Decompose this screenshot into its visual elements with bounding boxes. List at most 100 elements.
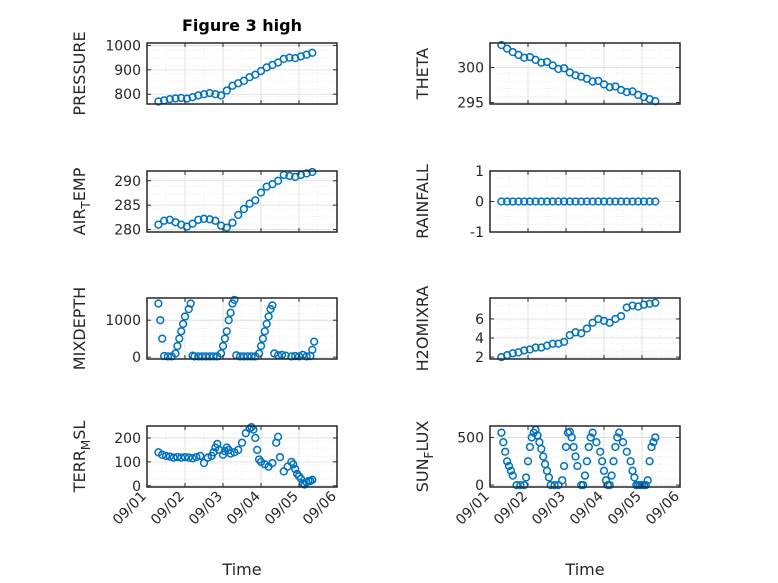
data-point	[501, 447, 510, 456]
data-point	[554, 197, 563, 206]
data-point	[611, 197, 620, 206]
data-point	[171, 94, 180, 103]
data-point	[196, 451, 205, 461]
data-point	[180, 312, 190, 321]
data-point	[154, 220, 163, 229]
data-point	[308, 475, 317, 484]
y-tick-label: 0	[132, 479, 141, 495]
data-point	[180, 452, 190, 462]
data-point	[571, 71, 580, 80]
data-point	[264, 312, 273, 321]
data-point	[605, 480, 614, 490]
data-point	[251, 196, 260, 205]
x-tick-label: 09/03	[529, 489, 569, 529]
data-point	[616, 197, 626, 206]
axes-frame	[489, 297, 681, 360]
data-point	[230, 295, 239, 304]
data-point	[239, 352, 249, 361]
data-point	[235, 352, 245, 361]
y-tick-label: 280	[114, 223, 141, 239]
data-point	[613, 433, 622, 442]
y-tick-label: 0	[132, 350, 141, 366]
data-point	[577, 329, 586, 338]
data-point	[203, 453, 212, 462]
data-point	[567, 433, 576, 442]
data-point	[194, 91, 203, 100]
x-tick-label: 09/05	[262, 489, 302, 529]
data-point	[582, 324, 592, 333]
data-point	[247, 352, 256, 361]
figure-title: Figure 3 high	[182, 16, 302, 35]
data-point	[592, 438, 601, 447]
subplot-5: 0 1000 MIXDEPTH	[70, 287, 338, 370]
data-point	[525, 197, 535, 206]
y-tick-label: 4	[475, 331, 484, 347]
data-point	[588, 318, 597, 327]
data-point	[550, 480, 559, 490]
data-point	[260, 327, 269, 336]
data-point	[287, 352, 296, 361]
data-point	[216, 91, 226, 100]
data-point	[651, 298, 660, 307]
y-axis-label: AIRTEMP	[70, 167, 93, 235]
subplot-2: 295 300 THETA	[413, 40, 681, 112]
data-point	[588, 197, 597, 206]
data-point	[622, 447, 631, 456]
data-point	[611, 442, 620, 452]
y-tick-label: 100	[114, 455, 141, 471]
y-tick-label: 900	[114, 63, 141, 79]
data-point	[253, 445, 262, 455]
data-point	[308, 167, 317, 177]
axes-frame	[489, 425, 681, 488]
data-point	[171, 349, 180, 358]
data-point	[622, 87, 631, 97]
x-tick-label: 09/01	[453, 489, 493, 529]
data-point	[256, 188, 266, 197]
data-point	[520, 53, 529, 62]
data-point	[502, 197, 512, 206]
data-point	[268, 458, 277, 468]
data-point	[243, 352, 252, 361]
data-point	[188, 219, 197, 228]
data-point	[539, 452, 548, 461]
data-point	[561, 442, 571, 452]
data-point	[211, 90, 220, 99]
data-point	[607, 471, 616, 480]
data-point	[194, 215, 203, 224]
data-point	[182, 94, 192, 103]
data-point	[254, 349, 264, 358]
data-point	[554, 64, 563, 74]
data-point	[256, 66, 266, 76]
data-point	[573, 461, 582, 471]
data-point	[508, 197, 517, 206]
data-point	[559, 197, 569, 206]
data-point	[159, 216, 169, 225]
data-point	[542, 197, 552, 206]
subplot-6: 2 4 6 H2OMIXRA	[413, 286, 681, 371]
data-point	[605, 83, 614, 92]
data-point	[548, 339, 557, 348]
y-tick-label: 300	[457, 61, 484, 77]
data-point	[580, 471, 590, 480]
data-point	[211, 216, 220, 225]
data-point	[516, 480, 525, 490]
data-point	[285, 171, 294, 181]
data-point	[222, 223, 231, 232]
x-tick-label: 09/02	[491, 489, 531, 529]
x-axis-label: Time	[221, 560, 261, 579]
data-point	[571, 452, 580, 461]
data-point	[497, 428, 506, 437]
data-point	[234, 210, 243, 220]
data-point	[628, 197, 637, 206]
data-point	[199, 214, 209, 223]
y-tick-label: 1000	[105, 313, 141, 329]
data-point	[199, 90, 209, 99]
y-axis-label: TERRMSL	[70, 421, 93, 494]
y-axis-label: MIXDEPTH	[70, 287, 89, 370]
data-point	[197, 352, 207, 361]
y-tick-label: 295	[457, 96, 484, 112]
data-point	[239, 204, 249, 214]
data-point	[508, 349, 517, 358]
